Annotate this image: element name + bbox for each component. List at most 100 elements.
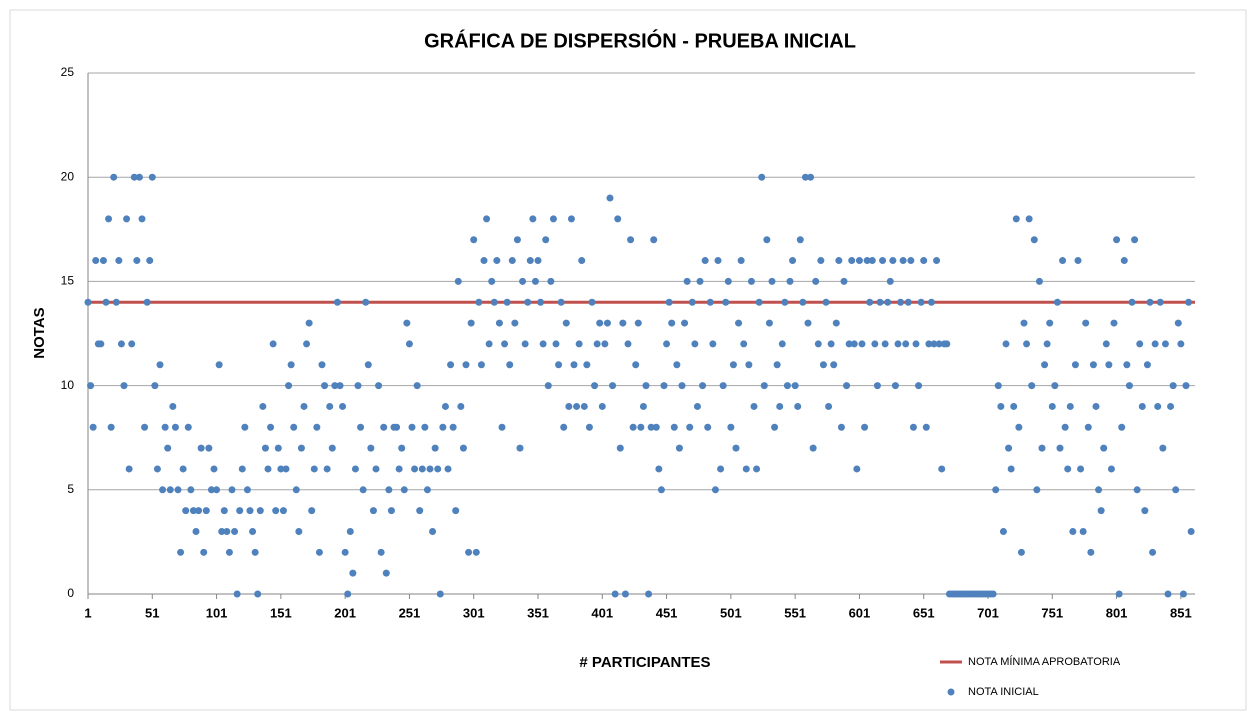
data-point xyxy=(781,298,789,306)
data-point xyxy=(241,423,249,431)
data-point xyxy=(768,277,776,285)
data-point xyxy=(1185,298,1193,306)
data-point xyxy=(778,340,786,348)
data-point xyxy=(825,402,833,410)
y-tick-label: 0 xyxy=(67,586,74,600)
data-point xyxy=(709,340,717,348)
data-point xyxy=(1151,340,1159,348)
data-point xyxy=(354,382,362,390)
data-point xyxy=(529,215,537,223)
data-point xyxy=(637,423,645,431)
data-point xyxy=(570,361,578,369)
data-point xyxy=(107,423,115,431)
x-tick-label: 101 xyxy=(206,605,228,620)
data-point xyxy=(663,340,671,348)
data-point xyxy=(845,340,853,348)
data-point xyxy=(873,382,881,390)
data-point xyxy=(1002,340,1010,348)
data-point xyxy=(876,298,884,306)
data-point xyxy=(814,340,822,348)
data-point xyxy=(912,340,920,348)
data-point xyxy=(421,423,429,431)
data-point xyxy=(220,507,228,515)
data-point xyxy=(1056,444,1064,452)
data-point xyxy=(300,402,308,410)
x-tick-label: 451 xyxy=(656,605,678,620)
data-point xyxy=(657,486,665,494)
data-point xyxy=(200,548,208,556)
data-point xyxy=(693,402,701,410)
x-tick-label: 651 xyxy=(913,605,935,620)
data-point xyxy=(583,361,591,369)
x-tick-label: 201 xyxy=(334,605,356,620)
y-axis-label: NOTAS xyxy=(31,307,48,358)
data-point xyxy=(642,382,650,390)
data-point xyxy=(575,340,583,348)
data-point xyxy=(1172,486,1180,494)
data-point xyxy=(791,382,799,390)
data-point xyxy=(524,298,532,306)
data-point xyxy=(773,361,781,369)
x-tick-label: 601 xyxy=(849,605,871,620)
data-point xyxy=(884,298,892,306)
data-point xyxy=(184,423,192,431)
data-point xyxy=(444,465,452,473)
data-point xyxy=(850,340,858,348)
data-point xyxy=(531,277,539,285)
data-point xyxy=(141,423,149,431)
data-point xyxy=(565,402,573,410)
data-point xyxy=(1069,527,1077,535)
data-point xyxy=(596,319,604,327)
data-point xyxy=(187,486,195,494)
data-point xyxy=(272,507,280,515)
data-point xyxy=(225,548,233,556)
data-point xyxy=(701,257,709,265)
data-point xyxy=(588,298,596,306)
data-point xyxy=(1159,444,1167,452)
data-point xyxy=(632,361,640,369)
data-point xyxy=(871,340,879,348)
data-point xyxy=(1118,423,1126,431)
data-point xyxy=(387,507,395,515)
data-point xyxy=(557,298,565,306)
data-point xyxy=(1046,319,1054,327)
data-point xyxy=(398,444,406,452)
data-point xyxy=(467,319,475,327)
data-point xyxy=(909,423,917,431)
data-point xyxy=(400,486,408,494)
data-point xyxy=(742,465,750,473)
data-point xyxy=(853,465,861,473)
data-point xyxy=(130,173,138,181)
data-point xyxy=(380,423,388,431)
data-point xyxy=(866,298,874,306)
data-point xyxy=(429,527,437,535)
data-point xyxy=(804,319,812,327)
data-point xyxy=(462,361,470,369)
x-tick-label: 551 xyxy=(784,605,806,620)
data-point xyxy=(729,361,737,369)
data-point xyxy=(210,465,218,473)
data-point xyxy=(994,382,1002,390)
data-point xyxy=(711,486,719,494)
data-point xyxy=(1038,444,1046,452)
data-point xyxy=(447,361,455,369)
data-point xyxy=(174,486,182,494)
data-point xyxy=(670,423,678,431)
data-point xyxy=(799,298,807,306)
data-point xyxy=(889,257,897,265)
data-point xyxy=(318,361,326,369)
data-point xyxy=(616,444,624,452)
data-point xyxy=(171,423,179,431)
data-point xyxy=(549,215,557,223)
data-point xyxy=(434,465,442,473)
data-point xyxy=(1012,215,1020,223)
data-point xyxy=(789,257,797,265)
data-point xyxy=(1102,340,1110,348)
data-point xyxy=(1182,382,1190,390)
data-point xyxy=(159,486,167,494)
data-point xyxy=(930,340,938,348)
data-point xyxy=(585,423,593,431)
data-point xyxy=(513,236,521,244)
data-point xyxy=(411,465,419,473)
data-point xyxy=(750,402,758,410)
